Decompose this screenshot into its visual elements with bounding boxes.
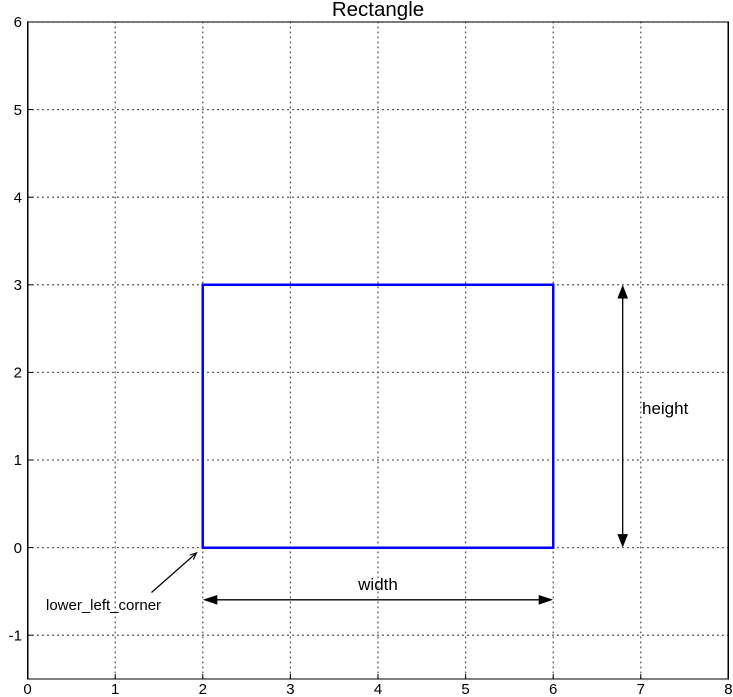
- svg-text:lower_left_corner: lower_left_corner: [46, 597, 161, 614]
- svg-text:0: 0: [23, 681, 31, 697]
- svg-text:4: 4: [374, 681, 382, 697]
- svg-text:-1: -1: [9, 628, 22, 645]
- svg-text:2: 2: [199, 681, 207, 697]
- svg-text:height: height: [642, 399, 689, 418]
- svg-text:Rectangle: Rectangle: [332, 0, 424, 21]
- svg-text:width: width: [357, 575, 398, 594]
- svg-text:7: 7: [637, 681, 645, 697]
- svg-text:1: 1: [111, 681, 119, 697]
- svg-text:1: 1: [14, 452, 22, 469]
- svg-text:5: 5: [461, 681, 469, 697]
- svg-text:3: 3: [286, 681, 294, 697]
- svg-text:6: 6: [549, 681, 557, 697]
- svg-text:8: 8: [724, 681, 732, 697]
- svg-text:2: 2: [14, 365, 22, 382]
- svg-text:0: 0: [14, 540, 22, 557]
- svg-text:4: 4: [14, 189, 22, 206]
- svg-text:3: 3: [14, 277, 22, 294]
- svg-text:5: 5: [14, 102, 22, 119]
- svg-text:6: 6: [14, 14, 22, 31]
